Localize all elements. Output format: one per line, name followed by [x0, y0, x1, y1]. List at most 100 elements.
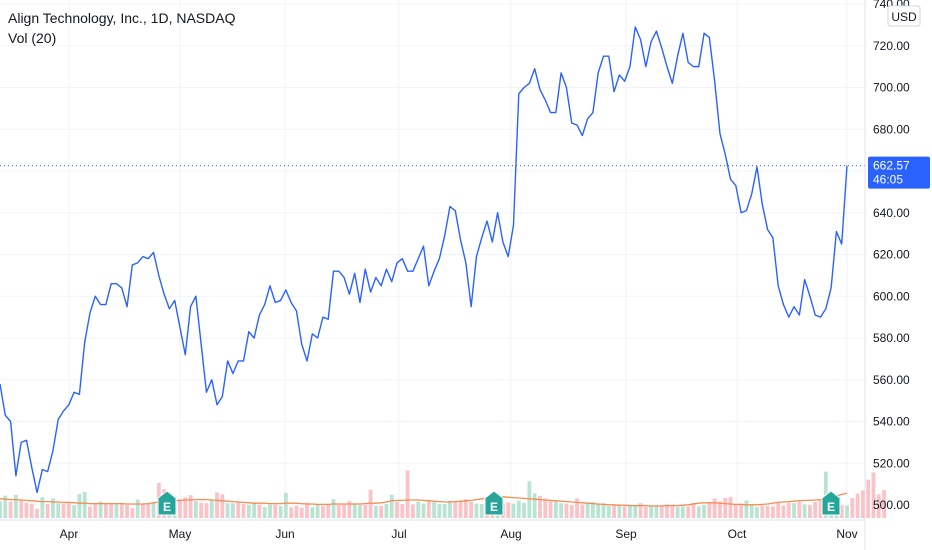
volume-bar — [633, 506, 638, 518]
volume-bar — [82, 492, 87, 518]
currency-box[interactable] — [887, 5, 921, 27]
volume-bar — [649, 506, 654, 518]
volume-bar — [426, 501, 431, 518]
volume-bar — [109, 504, 114, 518]
volume-bar — [93, 504, 98, 518]
earnings-marker-label: E — [827, 500, 835, 514]
volume-bar — [51, 498, 55, 518]
volume-bar — [305, 502, 309, 518]
chart-legend: Align Technology, Inc., 1D, NASDAQ Vol (… — [8, 8, 235, 48]
volume-bar — [612, 504, 616, 518]
volume-bar — [130, 508, 135, 518]
last-price-value: 662.57 — [873, 159, 910, 173]
y-tick-label: 580.00 — [873, 331, 910, 345]
volume-bar — [797, 502, 802, 518]
y-tick-label: 500.00 — [873, 498, 910, 512]
volume-bar — [728, 496, 733, 518]
volume-bar — [628, 504, 632, 518]
volume-bar — [564, 503, 569, 518]
volume-bar — [527, 481, 532, 518]
volume-bar — [479, 504, 484, 518]
volume-bar — [569, 505, 574, 518]
volume-bar — [876, 494, 881, 518]
earnings-marker-shape — [821, 490, 841, 516]
y-tick-label: 720.00 — [873, 39, 910, 53]
volume-bar — [231, 503, 235, 518]
volume-bar — [506, 502, 511, 518]
volume-bar — [553, 501, 558, 518]
volume-bar — [331, 499, 336, 518]
volume-bar — [289, 507, 294, 518]
y-tick-label: 600.00 — [873, 289, 910, 303]
volume-bar — [765, 506, 770, 518]
volume-bar — [543, 498, 548, 518]
earnings-marker-label: E — [163, 500, 171, 514]
volume-bar — [691, 502, 696, 518]
bar-countdown: 46:05 — [873, 173, 903, 187]
volume-bar — [659, 506, 664, 518]
volume-bar — [850, 498, 855, 518]
volume-bar — [866, 479, 871, 518]
volume-bar — [590, 502, 595, 518]
volume-bar — [61, 503, 66, 518]
volume-bar — [696, 506, 701, 518]
volume-bar — [283, 492, 288, 518]
volume-bar — [643, 506, 648, 518]
volume-bar — [19, 500, 24, 518]
volume-bar — [0, 501, 2, 518]
volume-bar — [744, 500, 749, 518]
volume-bar — [781, 505, 786, 518]
volume-bar — [98, 501, 103, 518]
earnings-marker[interactable]: E — [484, 490, 504, 516]
x-tick-label: Nov — [836, 527, 857, 541]
volume-bar — [215, 492, 219, 518]
volume-bar — [336, 505, 341, 518]
volume-bar — [770, 506, 775, 518]
earnings-marker-shape — [157, 490, 177, 516]
volume-bar — [103, 503, 108, 518]
volume-bar — [654, 505, 659, 518]
price-line[interactable] — [0, 26, 848, 494]
volume-bar — [882, 490, 886, 518]
earnings-marker-shape — [484, 490, 504, 516]
x-tick-label: Oct — [728, 527, 747, 541]
volume-bar — [178, 499, 182, 518]
volume-bar — [268, 504, 272, 518]
y-tick-label: 540.00 — [873, 415, 910, 429]
y-tick-label: 520.00 — [873, 456, 910, 470]
volume-bar — [733, 504, 738, 518]
volume-bar — [363, 504, 368, 518]
volume-bar — [135, 499, 140, 518]
volume-bar — [8, 501, 13, 518]
x-tick-label: Sep — [615, 527, 637, 541]
volume-bar — [342, 504, 346, 518]
volume-bar — [442, 504, 447, 518]
volume-bar — [193, 501, 198, 518]
x-tick-label: Apr — [60, 527, 79, 541]
volume-bar — [278, 506, 283, 518]
volume-bar — [739, 503, 744, 518]
volume-bar — [310, 507, 315, 518]
volume-bar — [665, 504, 669, 518]
volume-bar — [395, 502, 399, 518]
volume-bar — [559, 503, 564, 518]
volume-bar — [712, 498, 717, 518]
volume-bar — [384, 504, 389, 518]
y-tick-label: 560.00 — [873, 373, 910, 387]
volume-bar — [813, 502, 818, 518]
volume-bar — [575, 498, 579, 518]
earnings-marker[interactable]: E — [157, 490, 177, 516]
volume-bar — [72, 505, 77, 518]
volume-bar — [638, 503, 643, 518]
volume-bar — [755, 506, 759, 518]
volume-bar — [808, 505, 812, 518]
volume-bar — [146, 503, 151, 518]
volume-bar — [707, 502, 712, 518]
earnings-marker[interactable]: E — [821, 490, 841, 516]
volume-bar — [114, 502, 119, 518]
y-tick-label: 640.00 — [873, 206, 910, 220]
volume-bar — [183, 497, 188, 518]
volume-bar — [204, 503, 209, 518]
